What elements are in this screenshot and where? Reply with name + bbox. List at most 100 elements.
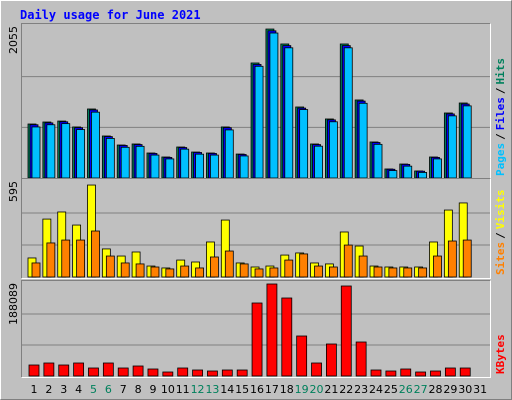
bar (400, 368, 412, 377)
x-tick-label: 26 (399, 383, 413, 396)
bar (462, 239, 472, 278)
x-tick-label: 4 (75, 383, 82, 396)
bar (210, 154, 219, 179)
x-tick-label: 12 (191, 383, 205, 396)
bar (266, 283, 278, 377)
x-tick-label: 29 (443, 383, 457, 396)
bar (415, 371, 427, 377)
bar (210, 256, 219, 278)
bar (314, 265, 323, 278)
bar (462, 105, 472, 179)
bar (165, 268, 175, 278)
bar (105, 138, 115, 179)
bar (150, 154, 160, 179)
x-tick-label: 8 (135, 383, 142, 396)
x-tick-label: 17 (265, 383, 279, 396)
bar (418, 267, 428, 278)
x-tick-label: 28 (428, 383, 442, 396)
bar (254, 65, 264, 179)
x-tick-label: 11 (176, 383, 190, 396)
bar (46, 124, 56, 179)
bar (105, 255, 115, 278)
bar (388, 170, 398, 179)
bar (281, 297, 293, 377)
bar (195, 267, 204, 278)
legend-entry: Pages (494, 143, 507, 176)
x-tick-label: 14 (220, 383, 234, 396)
chart-title: Daily usage for June 2021 (20, 8, 201, 22)
x-tick-label: 25 (384, 383, 398, 396)
bar (76, 239, 86, 278)
x-tick-label: 1 (31, 383, 38, 396)
bar (31, 262, 41, 278)
x-tick-label: 5 (90, 383, 97, 396)
x-tick-label: 15 (235, 383, 249, 396)
bar (299, 253, 309, 278)
x-tick-label: 16 (250, 383, 264, 396)
bar (433, 255, 442, 278)
x-tick-label: 9 (149, 383, 156, 396)
bar (195, 153, 204, 179)
bar (88, 367, 99, 377)
bar (325, 343, 337, 377)
bar (28, 364, 40, 377)
bar (299, 109, 309, 179)
bar (430, 370, 441, 377)
bar (61, 123, 71, 179)
bar (180, 265, 190, 278)
bar (192, 369, 203, 377)
x-tick-label: 18 (280, 383, 294, 396)
bar (117, 367, 129, 377)
bar (180, 148, 190, 179)
bar (358, 102, 368, 179)
x-tick-label: 2 (45, 383, 52, 396)
bar (251, 302, 263, 377)
bar (135, 263, 145, 278)
bar (459, 367, 471, 377)
bar (162, 371, 174, 377)
bar (239, 263, 249, 278)
legend: Sites / Visits (494, 190, 507, 276)
legend: KBytes (494, 334, 507, 374)
bar (102, 362, 114, 377)
bar (355, 341, 367, 377)
bar (328, 121, 338, 179)
bar (221, 369, 233, 377)
x-tick-label: 23 (354, 383, 368, 396)
bar (165, 158, 175, 179)
bar (388, 267, 398, 278)
panel-bevel (21, 280, 491, 378)
bar (147, 368, 159, 377)
y-tick-label: 595 (7, 181, 20, 202)
bar (340, 285, 352, 377)
bar (224, 129, 234, 179)
panel-bevel (21, 178, 491, 279)
y-tick-label: 188089 (7, 283, 20, 325)
x-tick-label: 7 (120, 383, 127, 396)
panel-bevel (21, 178, 491, 279)
bar (269, 32, 279, 179)
bar (343, 244, 353, 278)
x-tick-label: 19 (295, 383, 309, 396)
bar (91, 230, 100, 278)
panel-bevel (21, 23, 491, 180)
bar (385, 370, 397, 377)
bar (150, 266, 160, 278)
bar (311, 362, 322, 377)
legend-separator: / (494, 133, 507, 140)
bar (177, 367, 189, 377)
bar (91, 111, 100, 179)
x-tick-label: 10 (161, 383, 175, 396)
bar (58, 364, 70, 377)
x-tick-label: 3 (60, 383, 67, 396)
bar (132, 365, 144, 377)
bar (207, 370, 218, 377)
legend-entry: Files (494, 97, 507, 130)
bar (76, 129, 86, 179)
bar (373, 266, 383, 278)
bar (135, 145, 145, 179)
bar (120, 146, 130, 179)
legend-entry: KBytes (494, 334, 507, 374)
